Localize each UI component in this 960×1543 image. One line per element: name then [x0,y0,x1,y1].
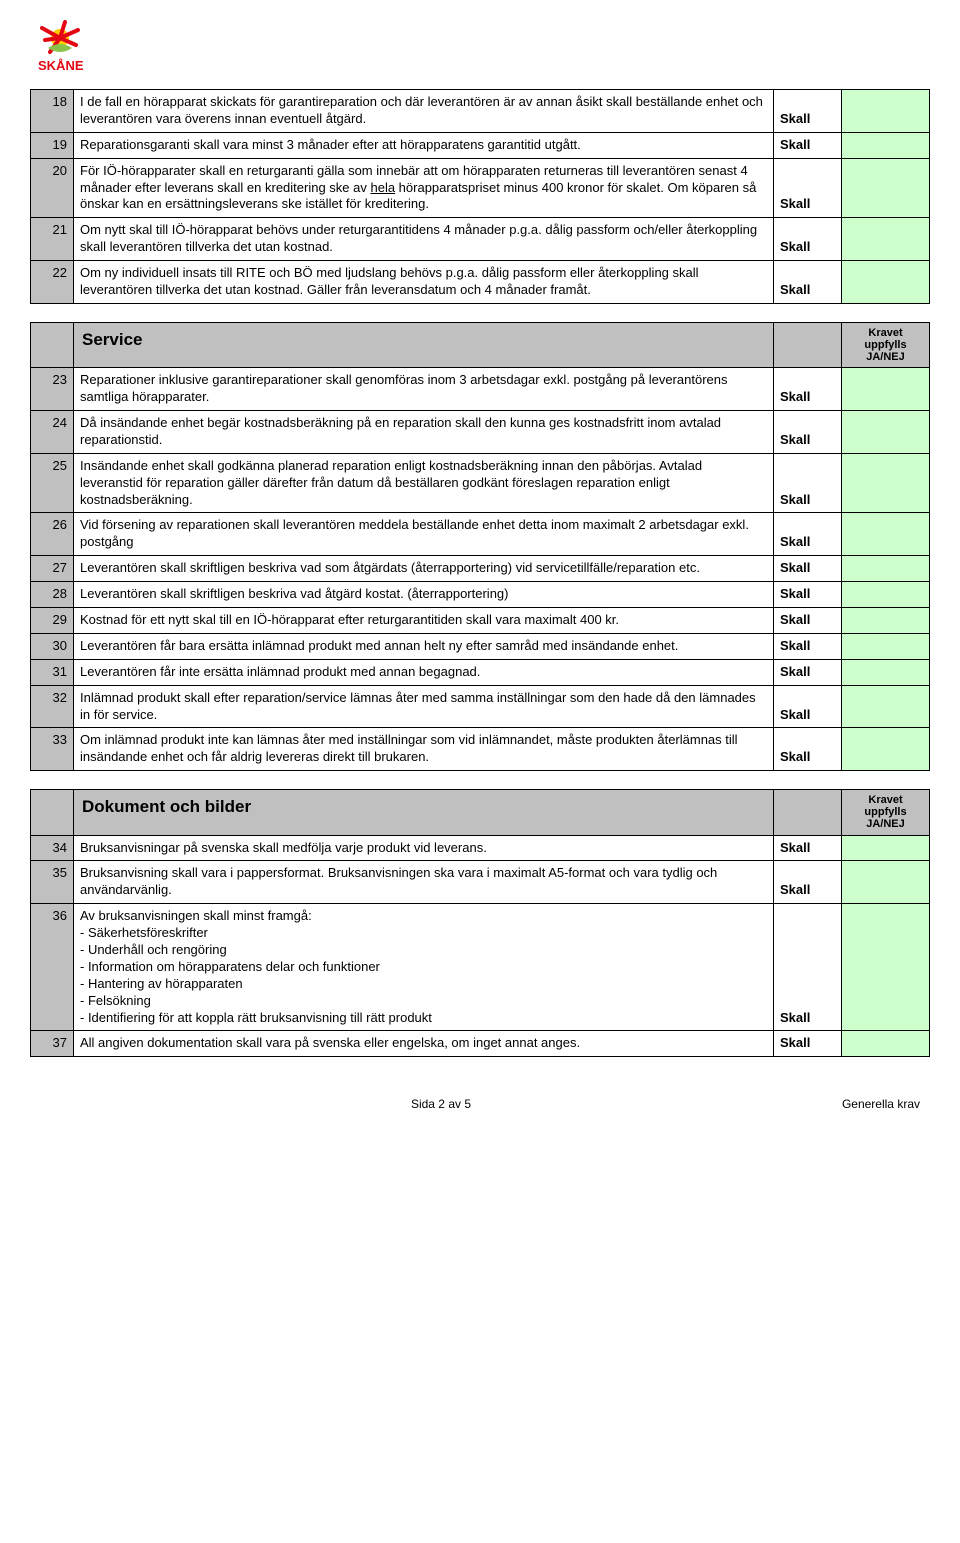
section-header-spacer [774,322,842,367]
row-number: 29 [31,607,74,633]
row-response-cell[interactable] [842,410,930,453]
row-description: Insändande enhet skall godkänna planerad… [74,453,774,513]
row-skall: Skall [774,513,842,556]
row-number: 24 [31,410,74,453]
row-response-cell[interactable] [842,261,930,304]
row-description: Leverantören får bara ersätta inlämnad p… [74,633,774,659]
row-response-cell[interactable] [842,582,930,608]
row-response-cell[interactable] [842,513,930,556]
row-number: 23 [31,368,74,411]
row-skall: Skall [774,453,842,513]
row-response-cell[interactable] [842,453,930,513]
row-response-cell[interactable] [842,685,930,728]
section-header-spacer [31,322,74,367]
row-response-cell[interactable] [842,607,930,633]
row-skall: Skall [774,835,842,861]
row-skall: Skall [774,132,842,158]
row-description: Av bruksanvisningen skall minst framgå: … [74,904,774,1031]
svg-text:SKÅNE: SKÅNE [38,58,84,73]
row-skall: Skall [774,261,842,304]
row-description: Om inlämnad produkt inte kan lämnas åter… [74,728,774,771]
row-description: Om nytt skal till IÖ-hörapparat behövs u… [74,218,774,261]
row-response-cell[interactable] [842,218,930,261]
row-response-cell[interactable] [842,659,930,685]
row-number: 31 [31,659,74,685]
row-number: 19 [31,132,74,158]
row-number: 35 [31,861,74,904]
row-number: 26 [31,513,74,556]
row-description: Leverantören får inte ersätta inlämnad p… [74,659,774,685]
row-skall: Skall [774,633,842,659]
row-skall: Skall [774,368,842,411]
yn-header: Kravet uppfylls JA/NEJ [842,322,930,367]
row-description: För IÖ-hörapparater skall en returgarant… [74,158,774,218]
row-response-cell[interactable] [842,904,930,1031]
row-response-cell[interactable] [842,556,930,582]
row-skall: Skall [774,685,842,728]
row-description: Bruksanvisning skall vara i pappersforma… [74,861,774,904]
row-description: Reparationsgaranti skall vara minst 3 må… [74,132,774,158]
section-title-service: Service [74,322,774,367]
row-skall: Skall [774,556,842,582]
row-response-cell[interactable] [842,132,930,158]
table-section-3: Dokument och bilder Kravet uppfylls JA/N… [30,789,930,1057]
row-skall: Skall [774,1031,842,1057]
row-number: 27 [31,556,74,582]
row-description: Då insändande enhet begär kostnadsberäkn… [74,410,774,453]
row-number: 25 [31,453,74,513]
row-response-cell[interactable] [842,90,930,133]
row-description: I de fall en hörapparat skickats för gar… [74,90,774,133]
row-number: 28 [31,582,74,608]
row-skall: Skall [774,904,842,1031]
row-number: 34 [31,835,74,861]
row-response-cell[interactable] [842,835,930,861]
row-number: 36 [31,904,74,1031]
yn-header: Kravet uppfylls JA/NEJ [842,790,930,835]
table-section-1: 18I de fall en hörapparat skickats för g… [30,89,930,304]
footer-page: Sida 2 av 5 [411,1097,471,1111]
row-skall: Skall [774,218,842,261]
row-description: Om ny individuell insats till RITE och B… [74,261,774,304]
logo: SKÅNE [30,20,930,77]
row-description: Kostnad för ett nytt skal till en IÖ-hör… [74,607,774,633]
row-response-cell[interactable] [842,1031,930,1057]
row-number: 30 [31,633,74,659]
row-number: 21 [31,218,74,261]
row-description: Reparationer inklusive garantireparation… [74,368,774,411]
row-description: Leverantören skall skriftligen beskriva … [74,556,774,582]
row-skall: Skall [774,410,842,453]
row-number: 37 [31,1031,74,1057]
row-response-cell[interactable] [842,728,930,771]
row-number: 22 [31,261,74,304]
row-response-cell[interactable] [842,368,930,411]
section-header-spacer [31,790,74,835]
row-description: Inlämnad produkt skall efter reparation/… [74,685,774,728]
row-skall: Skall [774,607,842,633]
row-skall: Skall [774,90,842,133]
row-response-cell[interactable] [842,861,930,904]
page-footer: Sida 2 av 5 Generella krav [30,1097,930,1111]
row-response-cell[interactable] [842,633,930,659]
section-header-spacer [774,790,842,835]
row-number: 33 [31,728,74,771]
section-title-dokument: Dokument och bilder [74,790,774,835]
row-number: 18 [31,90,74,133]
row-response-cell[interactable] [842,158,930,218]
row-number: 32 [31,685,74,728]
table-section-2: Service Kravet uppfylls JA/NEJ 23Reparat… [30,322,930,771]
row-number: 20 [31,158,74,218]
row-description: Bruksanvisningar på svenska skall medföl… [74,835,774,861]
row-skall: Skall [774,861,842,904]
row-skall: Skall [774,659,842,685]
row-skall: Skall [774,582,842,608]
row-description: Vid försening av reparationen skall leve… [74,513,774,556]
row-skall: Skall [774,158,842,218]
row-skall: Skall [774,728,842,771]
footer-section: Generella krav [842,1097,920,1111]
row-description: All angiven dokumentation skall vara på … [74,1031,774,1057]
row-description: Leverantören skall skriftligen beskriva … [74,582,774,608]
